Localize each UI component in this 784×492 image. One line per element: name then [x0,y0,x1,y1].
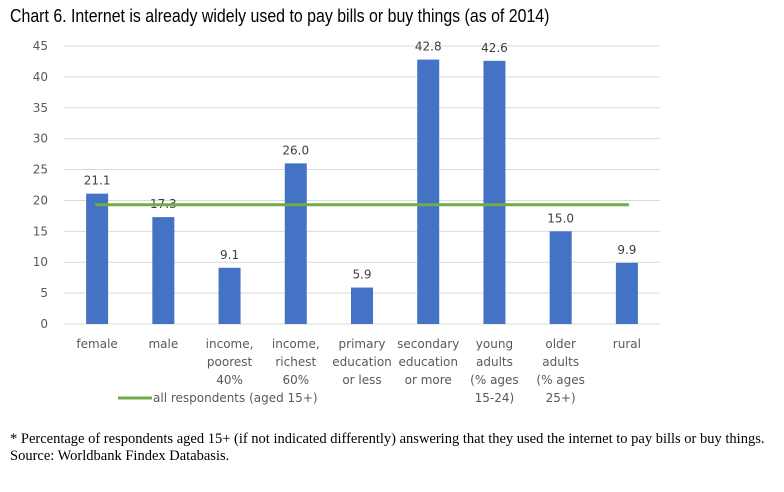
data-label: 5.9 [352,268,371,282]
bar [351,287,373,324]
bar [483,60,506,325]
category-label: (% ages [470,373,519,387]
category-label: income, [272,337,320,351]
y-tick-label: 10 [33,255,48,269]
y-tick-label: 25 [33,163,48,177]
bar [615,262,638,324]
category-label: female [76,337,117,351]
category-label: 15-24) [475,391,515,405]
category-label: 40% [216,373,243,387]
data-label: 42.6 [481,41,508,55]
data-label: 9.1 [220,248,239,262]
category-label: male [148,337,178,351]
y-tick-label: 0 [40,317,48,331]
category-label: rural [613,337,641,351]
category-label: young [476,337,513,351]
category-label: education [332,355,392,369]
category-label: adults [542,355,579,369]
category-label: 60% [282,373,309,387]
y-tick-label: 5 [40,286,48,300]
data-label: 9.9 [617,243,636,257]
data-label: 15.0 [547,211,574,225]
category-label: (% ages [536,373,585,387]
footnote: * Percentage of respondents aged 15+ (if… [10,431,765,447]
category-label: or more [405,373,452,387]
category-label: income, [206,337,254,351]
bar [152,217,175,324]
category-label: richest [275,355,316,369]
source-note: Source: Worldbank Findex Databasis. [10,448,230,464]
y-tick-label: 30 [33,132,48,146]
y-tick-label: 45 [33,39,48,53]
legend-label: all respondents (aged 15+) [153,391,318,405]
category-label: older [545,337,576,351]
category-label: primary [339,337,386,351]
category-label: education [398,355,458,369]
data-label: 42.8 [415,40,442,54]
bar-chart: 05101520253035404521.1female17.3male9.1i… [33,39,660,405]
y-tick-label: 15 [33,224,48,238]
data-label: 26.0 [282,143,309,157]
y-tick-label: 20 [33,193,48,207]
category-label: poorest [207,355,253,369]
bar [284,163,307,324]
category-label: or less [342,373,381,387]
category-label: 25+) [546,391,576,405]
bar [417,59,440,324]
category-label: secondary [397,337,459,351]
bar [549,231,572,324]
chart-notes: * Percentage of respondents aged 15+ (if… [10,431,778,465]
y-tick-label: 40 [33,70,48,84]
category-label: adults [476,355,513,369]
bar [218,267,241,324]
y-tick-label: 35 [33,101,48,115]
data-label: 21.1 [84,174,111,188]
bar [86,193,109,324]
chart-title: Chart 6. Internet is already widely used… [10,5,550,26]
